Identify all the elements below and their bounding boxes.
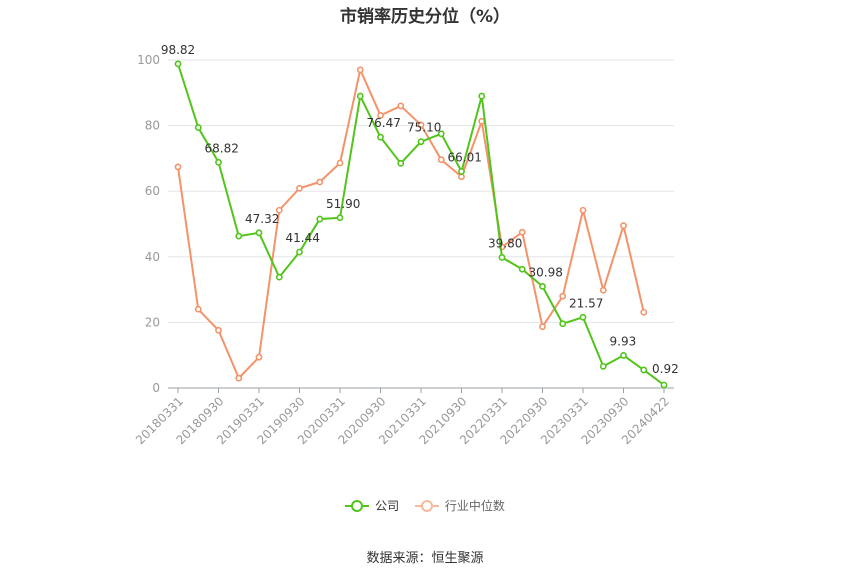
industry-point [336, 159, 344, 167]
chart-title: 市销率历史分位（%） [339, 7, 511, 27]
company-point [417, 138, 425, 146]
company-point [194, 124, 202, 131]
company-point [296, 248, 303, 256]
company-point [660, 381, 668, 389]
data-label: 39.80 [488, 236, 522, 250]
legend-label-company: 公司 [375, 499, 400, 513]
industry-point [235, 374, 243, 382]
data-label: 75.10 [407, 121, 441, 135]
y-tick-label: 60 [145, 184, 160, 198]
legend-swatch-company-icon [345, 499, 370, 513]
industry-point [194, 305, 202, 313]
company-point [397, 159, 405, 167]
legend-item-industry-median[interactable]: 行业中位数 [414, 497, 505, 514]
y-tick-label: 80 [145, 119, 160, 133]
company-point [559, 320, 567, 328]
industry-series-line [177, 68, 645, 380]
data-label: 51.90 [326, 197, 360, 211]
y-tick-label: 40 [145, 250, 160, 264]
industry-point [275, 206, 283, 214]
data-label: 66.01 [448, 150, 482, 164]
legend-item-company[interactable]: 公司 [345, 497, 399, 514]
data-label: 98.82 [161, 43, 195, 57]
data-label: 41.44 [286, 231, 320, 245]
industry-point [620, 222, 627, 230]
legend-swatch-industry-icon [414, 499, 439, 513]
company-point [620, 352, 627, 359]
legend: 公司 行业中位数 [0, 497, 850, 516]
industry-point [579, 206, 587, 214]
company-point [215, 158, 222, 166]
company-point [599, 362, 607, 370]
company-point [356, 92, 364, 100]
company-point [174, 60, 182, 68]
data-label: 30.98 [529, 265, 563, 279]
industry-point [417, 121, 425, 129]
industry-point [599, 286, 607, 294]
company-point [518, 265, 526, 273]
data-label: 0.92 [652, 362, 679, 376]
industry-point [215, 326, 222, 334]
company-point [336, 214, 344, 222]
company-point [437, 130, 445, 138]
company-point [458, 168, 465, 175]
y-tick-label: 0 [152, 381, 160, 395]
y-tick-label: 20 [145, 315, 160, 329]
industry-point [539, 323, 546, 331]
data-label: 68.82 [205, 141, 239, 155]
data-label: 76.47 [367, 116, 401, 130]
industry-point [518, 228, 526, 236]
company-point [377, 133, 384, 141]
industry-point [255, 353, 263, 361]
legend-label-industry-median: 行业中位数 [444, 499, 505, 513]
data-source: 数据来源：恒生聚源 [366, 551, 484, 566]
company-point [579, 313, 587, 321]
industry-point [356, 66, 364, 74]
industry-point [478, 117, 486, 125]
y-tick-label: 100 [137, 53, 160, 67]
industry-point [458, 173, 465, 181]
industry-point [640, 308, 648, 316]
industry-point [174, 163, 182, 171]
data-label: 9.93 [610, 334, 637, 348]
industry-point [397, 102, 405, 110]
data-label: 47.32 [245, 212, 279, 226]
industry-point [296, 184, 303, 192]
company-point [478, 92, 486, 100]
company-point [235, 232, 243, 240]
industry-point [437, 156, 445, 164]
company-point [640, 366, 648, 374]
industry-point [377, 112, 384, 119]
company-point [539, 282, 546, 290]
company-point [316, 215, 324, 223]
company-point [255, 229, 263, 237]
data-label: 21.57 [569, 296, 603, 310]
industry-point [559, 292, 567, 300]
company-point [275, 273, 283, 281]
industry-point [316, 178, 324, 186]
company-point [498, 254, 506, 261]
